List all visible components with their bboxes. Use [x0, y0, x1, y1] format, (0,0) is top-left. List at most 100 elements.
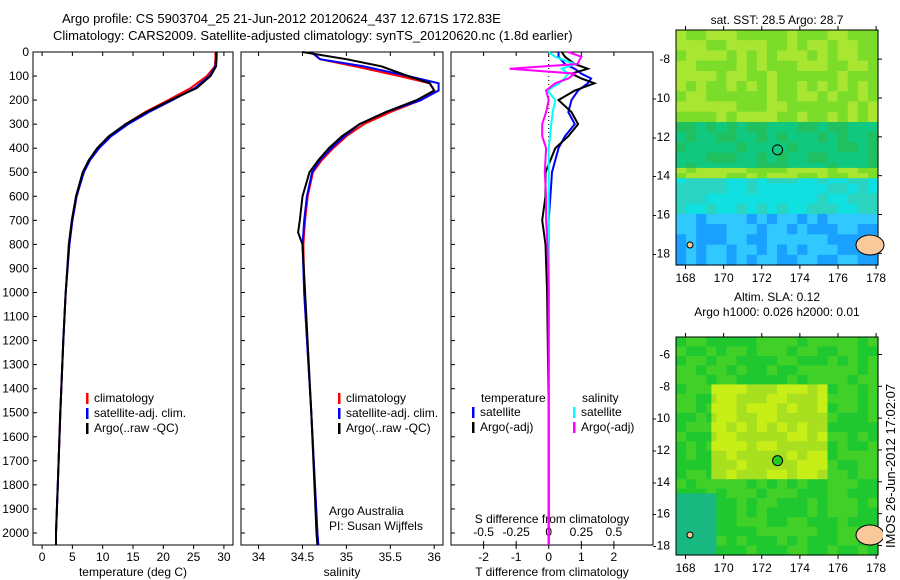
map-cell: [681, 224, 687, 230]
map-cell: [873, 384, 879, 390]
map-cell: [716, 441, 722, 447]
map-cell: [756, 389, 763, 395]
map-cell: [837, 427, 844, 433]
map-cell: [807, 86, 813, 92]
map-cell: [696, 249, 702, 256]
map-y-tick-label: -12: [653, 130, 671, 144]
map-cell: [721, 550, 728, 556]
map-cell: [817, 50, 823, 57]
map-cell: [681, 35, 687, 41]
map-cell: [691, 398, 697, 404]
map-cells-4: [676, 337, 879, 556]
map-cell: [711, 132, 717, 138]
map-cell: [731, 40, 738, 46]
map-cell: [832, 55, 839, 62]
map-cell: [756, 446, 763, 452]
map-cell: [766, 498, 773, 504]
map-cell: [761, 389, 768, 395]
map-cell: [832, 469, 839, 475]
map-cell: [701, 45, 707, 51]
map-cell: [741, 550, 748, 556]
map-cell: [832, 474, 839, 480]
map-cell: [766, 35, 773, 41]
map-y-tick-label: -10: [653, 91, 671, 105]
map-cell: [852, 498, 859, 504]
map-cell: [857, 408, 864, 414]
map-cell: [726, 127, 733, 133]
map-cell: [761, 393, 768, 400]
map-cell: [746, 526, 753, 532]
map-cell: [736, 398, 743, 404]
map-cell: [736, 346, 743, 352]
map-cell: [716, 76, 722, 82]
map-cell: [731, 106, 738, 113]
map-cell: [691, 157, 697, 164]
map-cell: [676, 431, 682, 438]
map-cell: [756, 40, 763, 46]
map-cell: [766, 403, 773, 409]
map-cell: [862, 142, 869, 149]
map-cell: [746, 254, 753, 261]
map-cell: [736, 81, 743, 87]
x-axis-label: T difference from climatology: [475, 565, 629, 579]
map-cell: [847, 96, 854, 103]
map-cell: [686, 379, 692, 385]
map-cell: [797, 96, 803, 103]
map-cell: [756, 157, 763, 164]
map-cell: [842, 91, 849, 97]
map-cell: [736, 469, 743, 475]
map-cell: [681, 76, 687, 82]
map-cell: [847, 127, 854, 133]
map-cell: [842, 254, 849, 261]
map-cell: [792, 137, 798, 143]
map-cell: [817, 96, 823, 103]
map-cell: [847, 55, 854, 62]
map-cell: [802, 40, 808, 46]
map-cell: [827, 198, 834, 205]
map-cell: [837, 137, 844, 143]
map-cell: [837, 483, 844, 490]
map-cell: [852, 488, 859, 494]
map-cell: [691, 152, 697, 159]
map-cell: [782, 35, 788, 41]
map-cell: [726, 106, 733, 113]
map-cell: [782, 162, 788, 169]
map-cell: [782, 224, 788, 230]
map-cell: [701, 512, 707, 518]
map-cell: [686, 178, 692, 184]
map-cell: [746, 460, 753, 466]
map-cell: [802, 122, 808, 128]
map-y-tick-label: -6: [659, 348, 670, 362]
map-cell: [787, 417, 793, 423]
map-cell: [676, 188, 682, 195]
map-cell: [857, 219, 864, 225]
map-cell: [832, 65, 839, 72]
map-cell: [706, 234, 712, 240]
map-cell: [847, 531, 854, 537]
map-cell: [686, 142, 692, 149]
map-cell: [721, 60, 728, 67]
map-cell: [716, 152, 722, 159]
map-cell: [761, 417, 768, 423]
map-cell: [726, 244, 733, 251]
map-cell: [862, 91, 869, 97]
map-cell: [797, 249, 803, 256]
map-cell: [832, 162, 839, 169]
map-cell: [706, 111, 712, 118]
map-cell: [676, 365, 682, 371]
map-cell: [706, 488, 712, 494]
map-cell: [686, 398, 692, 404]
map-cell: [726, 224, 733, 230]
map-cell: [852, 536, 859, 542]
map-cell: [857, 351, 864, 357]
map-cell: [822, 173, 829, 179]
map-cell: [822, 86, 829, 92]
map-cell: [741, 465, 748, 471]
map-cell: [696, 219, 702, 225]
map-cell: [741, 157, 748, 164]
map-cell: [676, 483, 682, 490]
map-cell: [842, 502, 849, 509]
map-cell: [701, 493, 707, 499]
map-cell: [812, 346, 818, 352]
map-cell: [792, 488, 798, 494]
